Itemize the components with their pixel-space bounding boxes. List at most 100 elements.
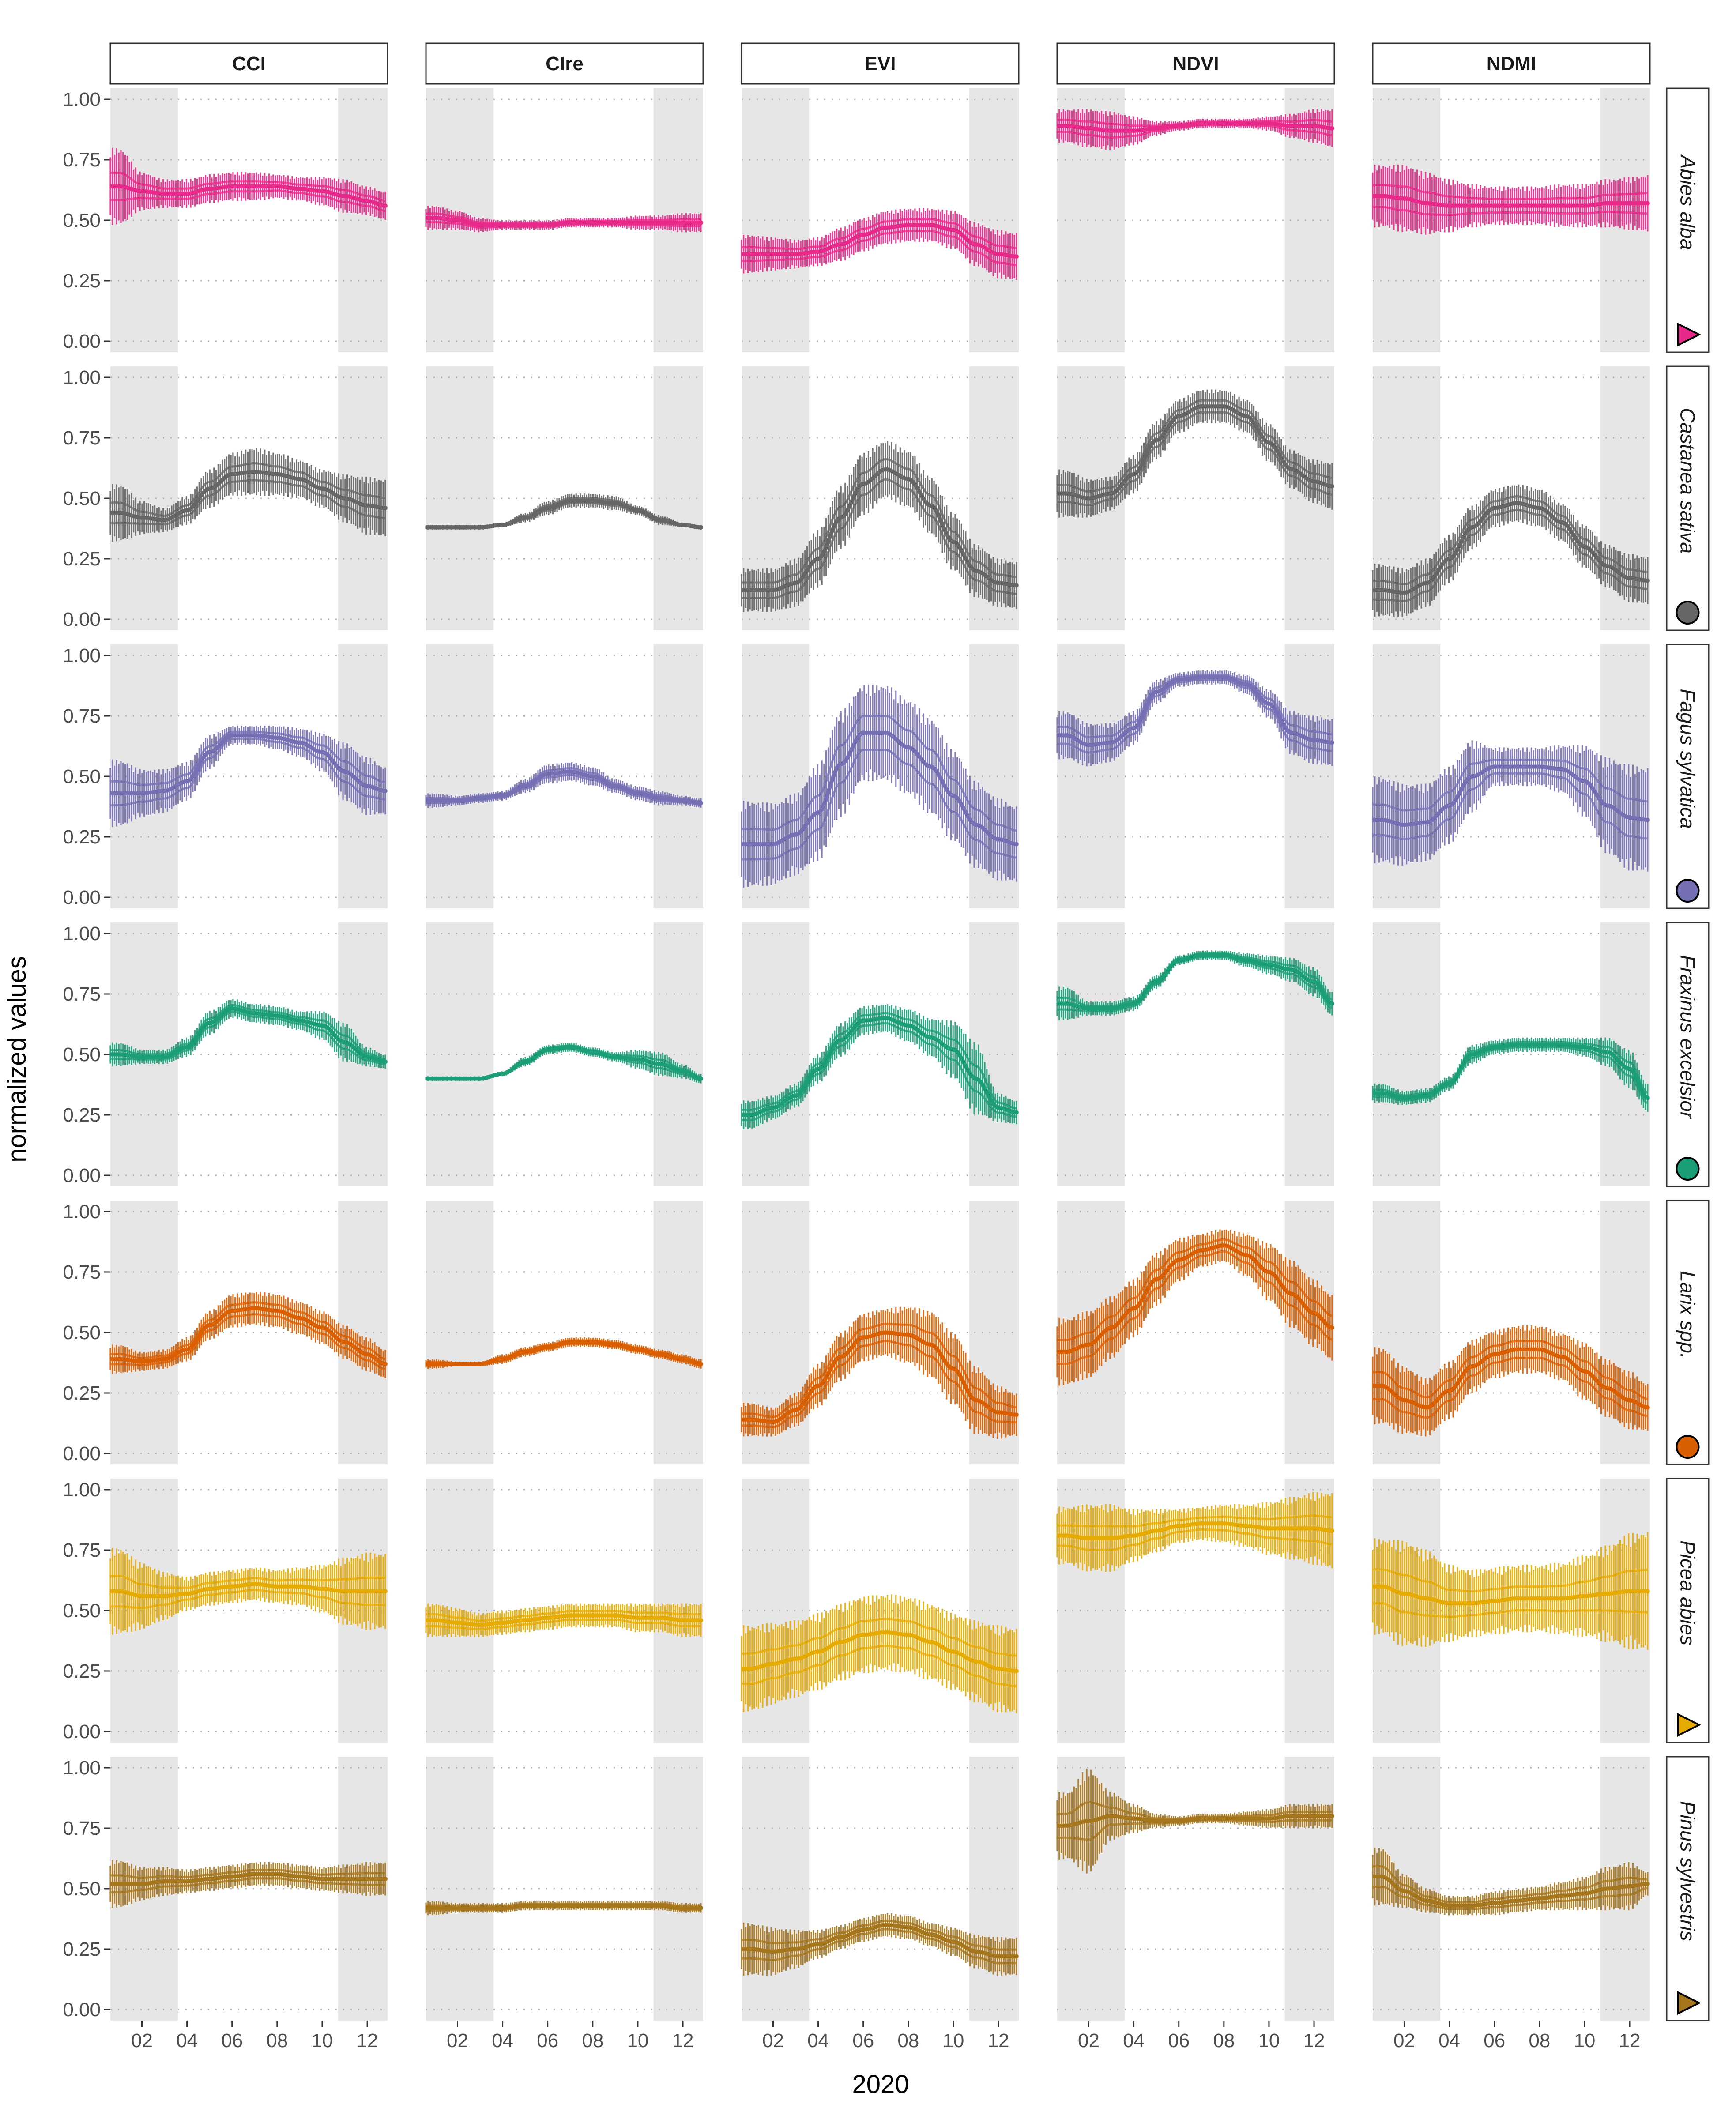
shaded-period — [653, 922, 703, 1186]
data-point — [838, 1038, 843, 1043]
data-point — [1645, 1589, 1650, 1594]
data-point — [1492, 505, 1497, 510]
data-point — [383, 788, 388, 793]
circle-marker-icon — [1676, 1157, 1700, 1181]
data-point — [383, 505, 388, 510]
row-pinus-sylvestris: 0.00 0.25 0.50 0.75 1.00 Pinus sylvestris — [63, 1756, 1710, 2021]
data-point — [1086, 496, 1091, 501]
data-point — [383, 203, 388, 208]
data-point — [1582, 544, 1587, 549]
data-point — [928, 1342, 933, 1347]
data-point — [1312, 1311, 1317, 1316]
band-lower-line — [1373, 1357, 1648, 1419]
data-point — [1289, 967, 1294, 972]
data-point — [320, 750, 324, 755]
data-point — [1312, 979, 1317, 984]
data-point — [951, 539, 956, 544]
panel-larix-spp--cire — [425, 1201, 703, 1464]
band-lower-line — [1057, 1528, 1333, 1551]
y-tick-label: 0.50 — [63, 488, 101, 509]
band-lower-line — [742, 1022, 1017, 1121]
data-point — [568, 769, 572, 774]
data-point — [1266, 1526, 1271, 1531]
strip-label: NDVI — [1172, 53, 1219, 75]
series-mean-line — [110, 470, 386, 522]
data-point — [117, 1052, 122, 1057]
data-point — [297, 740, 302, 745]
data-point — [1221, 675, 1226, 680]
data-point — [433, 798, 437, 803]
data-point — [613, 501, 618, 505]
data-point — [275, 184, 279, 189]
data-point — [973, 822, 978, 827]
data-point — [1447, 1388, 1452, 1393]
data-point — [1469, 525, 1474, 530]
data-point — [185, 1591, 189, 1596]
data-point — [1266, 440, 1271, 445]
species-label: Fagus sylvatica — [1676, 689, 1699, 828]
data-point — [1379, 194, 1384, 199]
shaded-period — [1284, 1201, 1334, 1464]
data-point — [1627, 1398, 1632, 1403]
data-point — [185, 1347, 189, 1352]
data-point — [545, 1344, 550, 1349]
data-point — [1379, 1091, 1384, 1095]
series-mean-line — [426, 1613, 701, 1627]
data-point — [478, 1622, 482, 1627]
data-point — [590, 1340, 595, 1344]
data-point — [523, 1059, 527, 1064]
data-point — [230, 1308, 234, 1313]
data-point — [951, 227, 956, 232]
data-point — [568, 1613, 572, 1618]
data-point — [1064, 491, 1069, 496]
data-point — [698, 1362, 703, 1366]
data-point — [568, 1045, 572, 1050]
band-upper-line — [1057, 674, 1333, 739]
data-point — [433, 215, 437, 220]
data-point — [275, 472, 279, 477]
series-mean-line — [1057, 953, 1333, 1011]
data-point — [1131, 472, 1136, 477]
data-point — [1086, 1536, 1091, 1540]
strip-label: CIre — [546, 53, 584, 75]
data-point — [1329, 740, 1334, 745]
data-point — [455, 798, 460, 803]
data-point — [117, 1357, 122, 1362]
data-point — [681, 798, 685, 803]
data-point — [1289, 467, 1294, 472]
data-point — [342, 194, 347, 199]
band-upper-line — [1373, 1041, 1649, 1097]
band-lower-line — [1373, 1046, 1648, 1104]
data-point — [207, 486, 212, 491]
data-point — [545, 772, 550, 776]
data-point — [275, 1584, 279, 1589]
band-upper-line — [1057, 1238, 1333, 1341]
circle-marker-icon — [1676, 601, 1700, 625]
data-point — [230, 1006, 234, 1011]
y-tick-label: 0.50 — [63, 1878, 101, 1900]
data-point — [1514, 1596, 1519, 1601]
data-point — [1289, 730, 1294, 735]
data-point — [1604, 564, 1609, 568]
data-point — [928, 503, 933, 508]
panel-abies-alba-ndmi — [1372, 88, 1650, 352]
data-point — [681, 220, 685, 225]
panel-picea-abies-ndmi — [1372, 1479, 1650, 1743]
band-lower-line — [742, 230, 1017, 266]
data-point — [1492, 764, 1497, 769]
data-point — [545, 222, 550, 227]
data-point — [1645, 1405, 1650, 1410]
y-tick-label: 0.50 — [63, 1044, 101, 1065]
row-label-box — [1666, 1478, 1710, 1743]
shaded-period — [1600, 1201, 1650, 1464]
data-point — [230, 733, 234, 738]
data-point — [1492, 203, 1497, 208]
data-point — [1014, 1110, 1019, 1115]
series-mean-line — [426, 769, 701, 805]
data-point — [951, 1047, 956, 1052]
data-point — [1176, 1524, 1181, 1528]
data-point — [1154, 1277, 1159, 1282]
strip-box — [741, 42, 1020, 85]
data-point — [117, 1882, 122, 1886]
data-point — [383, 1362, 388, 1366]
